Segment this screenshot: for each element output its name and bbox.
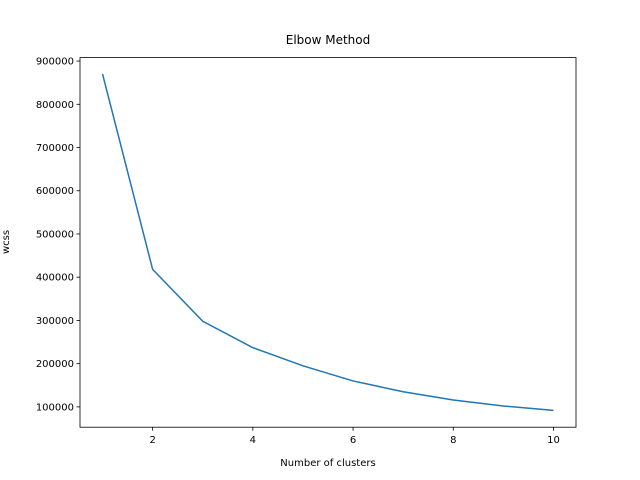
x-tick-label: 10 (547, 435, 560, 446)
x-tick-label: 6 (350, 435, 356, 446)
x-tick-label: 4 (250, 435, 256, 446)
y-tick-label: 300000 (36, 316, 74, 327)
y-tick-label: 500000 (36, 229, 74, 240)
y-tick-label: 200000 (36, 359, 74, 370)
x-tick-label: 2 (149, 435, 155, 446)
y-tick-label: 400000 (36, 273, 74, 284)
y-tick-label: 100000 (36, 402, 74, 413)
x-tick-label: 8 (450, 435, 456, 446)
x-axis-label: Number of clusters (280, 458, 375, 469)
line-series (101, 73, 554, 412)
y-tick-label: 800000 (36, 100, 74, 111)
y-tick-label: 900000 (36, 57, 74, 68)
axes-frame (79, 57, 577, 428)
y-tick-label: 600000 (36, 186, 74, 197)
chart-title: Elbow Method (286, 33, 371, 47)
y-tick-label: 700000 (36, 143, 74, 154)
y-axis-label: wcss (1, 230, 12, 254)
